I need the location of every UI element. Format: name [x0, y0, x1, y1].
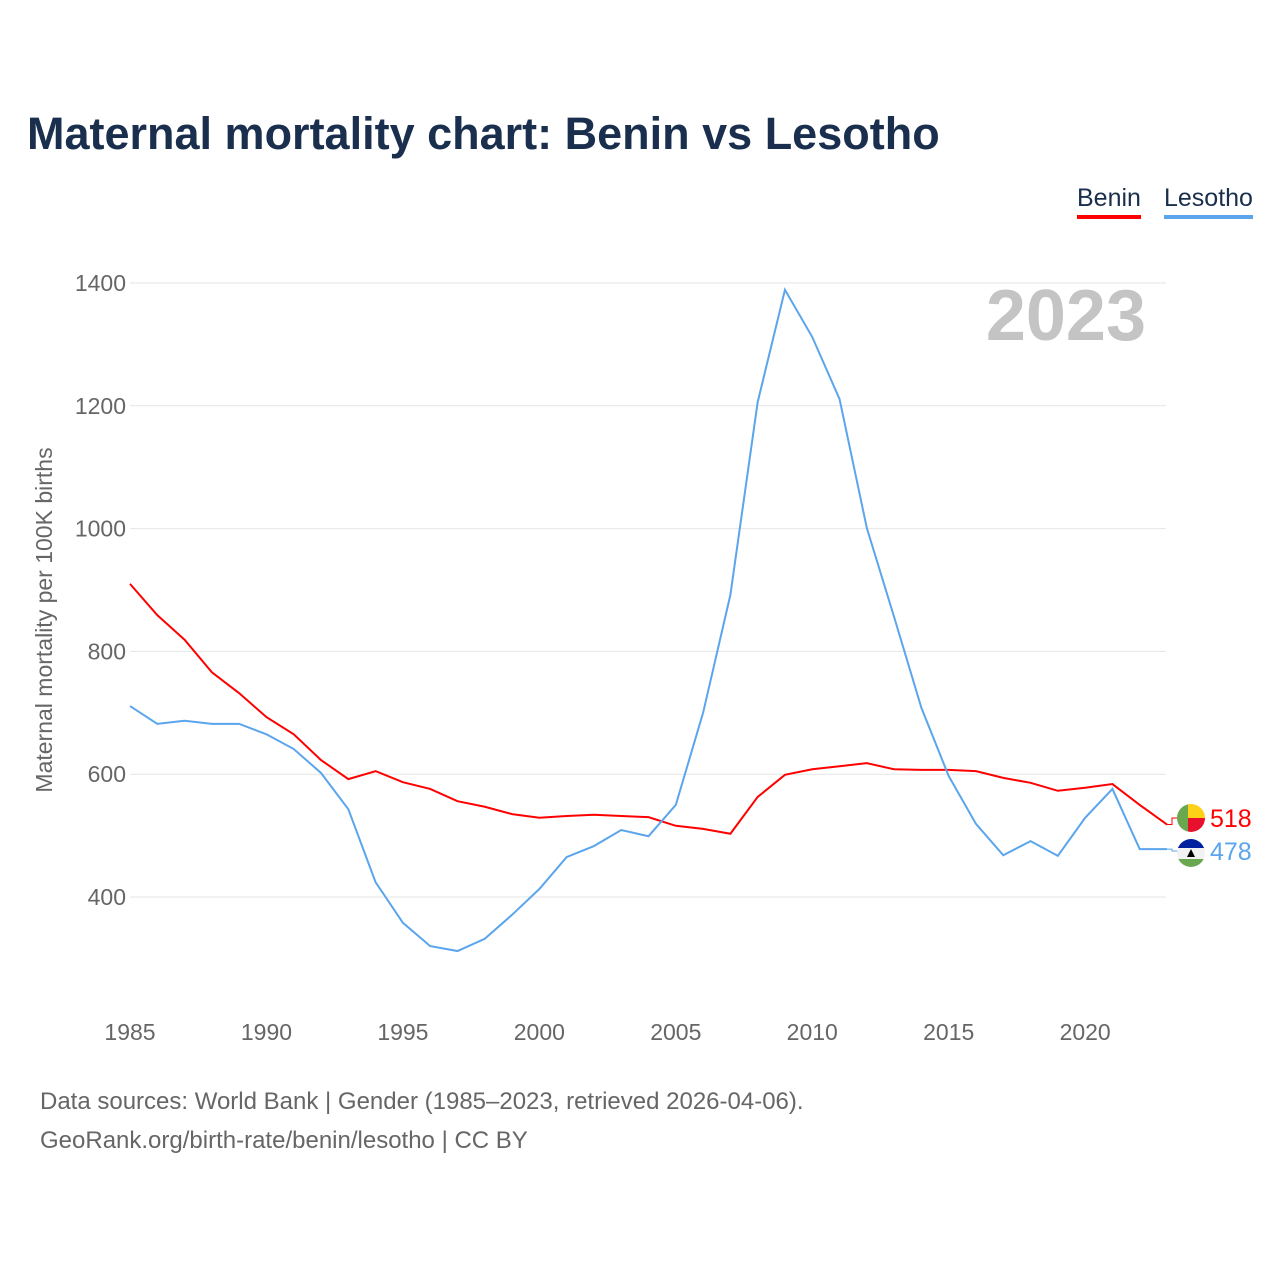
end-value-label: 518	[1210, 805, 1252, 833]
y-tick-label: 400	[88, 884, 126, 910]
series-line-benin	[129, 583, 1168, 835]
connector-line	[1167, 817, 1178, 826]
y-tick-label: 800	[88, 638, 126, 664]
x-tick-label: 2000	[514, 1019, 565, 1045]
x-tick-label: 2015	[923, 1019, 974, 1045]
connector-line	[1167, 848, 1178, 852]
x-tick-label: 2010	[787, 1019, 838, 1045]
year-label: 2023	[986, 276, 1146, 356]
x-tick-label: 1995	[377, 1019, 428, 1045]
y-tick-label: 1000	[75, 516, 126, 542]
benin-flag-icon	[1177, 804, 1205, 832]
legend-benin[interactable]: Benin	[1077, 184, 1141, 219]
chart-title: Maternal mortality chart: Benin vs Lesot…	[27, 108, 940, 159]
legend-lesotho[interactable]: Lesotho	[1164, 184, 1253, 219]
x-tick-label: 1990	[241, 1019, 292, 1045]
y-axis-label: Maternal mortality per 100K births	[31, 447, 57, 792]
y-tick-label: 600	[88, 761, 126, 787]
y-tick-label: 1400	[75, 270, 126, 296]
x-tick-label: 1985	[104, 1019, 155, 1045]
x-tick-label: 2005	[650, 1019, 701, 1045]
x-tick-label: 2020	[1060, 1019, 1111, 1045]
y-tick-label: 1200	[75, 393, 126, 419]
end-value-label: 478	[1210, 838, 1252, 866]
source-link[interactable]: GeoRank.org/birth-rate/benin/lesotho | C…	[40, 1127, 528, 1154]
data-source-note: Data sources: World Bank | Gender (1985–…	[40, 1088, 804, 1115]
series-line-lesotho	[129, 287, 1168, 953]
lesotho-flag-icon	[1177, 839, 1205, 867]
